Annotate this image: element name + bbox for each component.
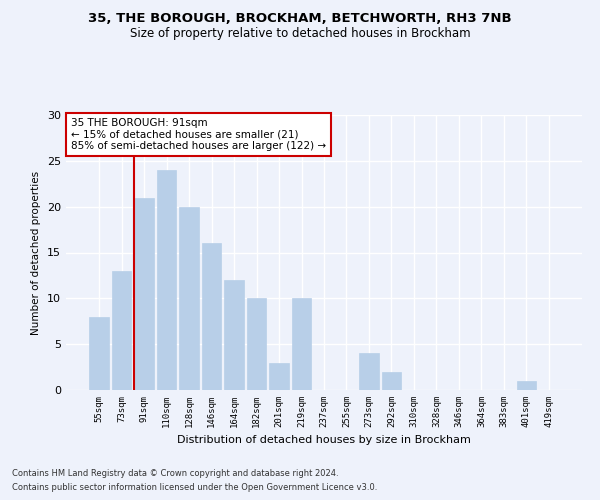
Bar xyxy=(382,372,401,390)
Bar xyxy=(134,198,154,390)
Bar xyxy=(89,316,109,390)
Bar xyxy=(224,280,244,390)
Bar xyxy=(157,170,176,390)
Bar xyxy=(179,206,199,390)
Bar xyxy=(359,354,379,390)
Text: Contains public sector information licensed under the Open Government Licence v3: Contains public sector information licen… xyxy=(12,484,377,492)
Bar xyxy=(292,298,311,390)
Bar xyxy=(269,362,289,390)
Y-axis label: Number of detached properties: Number of detached properties xyxy=(31,170,41,334)
Text: 35, THE BOROUGH, BROCKHAM, BETCHWORTH, RH3 7NB: 35, THE BOROUGH, BROCKHAM, BETCHWORTH, R… xyxy=(88,12,512,26)
Text: Contains HM Land Registry data © Crown copyright and database right 2024.: Contains HM Land Registry data © Crown c… xyxy=(12,468,338,477)
Text: Size of property relative to detached houses in Brockham: Size of property relative to detached ho… xyxy=(130,28,470,40)
Bar xyxy=(202,244,221,390)
X-axis label: Distribution of detached houses by size in Brockham: Distribution of detached houses by size … xyxy=(177,436,471,446)
Bar xyxy=(112,271,131,390)
Text: 35 THE BOROUGH: 91sqm
← 15% of detached houses are smaller (21)
85% of semi-deta: 35 THE BOROUGH: 91sqm ← 15% of detached … xyxy=(71,118,326,151)
Bar xyxy=(247,298,266,390)
Bar xyxy=(517,381,536,390)
